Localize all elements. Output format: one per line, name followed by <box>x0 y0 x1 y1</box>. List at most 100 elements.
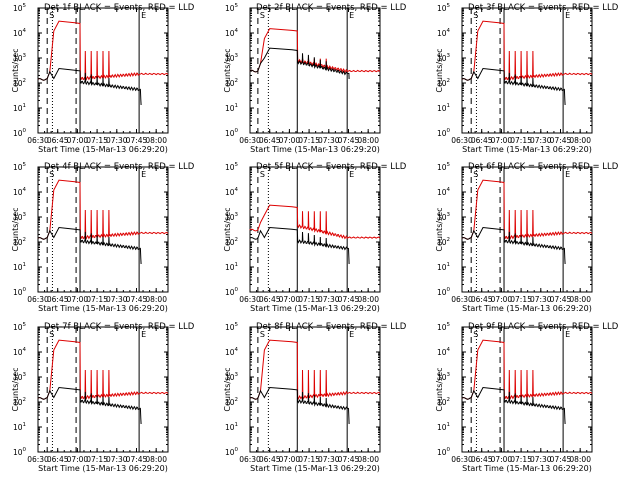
y-tick-label: 105 <box>437 3 451 13</box>
x-tick-label: 07:00 <box>279 295 301 304</box>
events-series-line <box>249 47 350 80</box>
y-tick-base: 10 <box>225 288 235 297</box>
y-tick-label: 101 <box>13 262 26 272</box>
y-tick-base: 10 <box>13 188 23 197</box>
y-tick-base: 10 <box>13 54 23 63</box>
y-tick-label: 100 <box>13 128 27 138</box>
y-tick-exp: 1 <box>23 422 27 428</box>
y-tick-base: 10 <box>437 373 447 382</box>
events-series-line <box>461 226 566 265</box>
y-tick-base: 10 <box>13 348 23 357</box>
y-axis-label: Counts/sec <box>435 367 444 411</box>
y-tick-label: 104 <box>437 187 451 197</box>
x-tick-label: 08:00 <box>145 136 167 145</box>
y-tick-base: 10 <box>437 238 447 247</box>
x-tick-label: 06:45 <box>471 455 493 464</box>
end-marker: E <box>349 11 354 20</box>
x-tick-label: 07:15 <box>86 455 108 464</box>
y-tick-exp: 3 <box>235 53 239 59</box>
y-tick-exp: 0 <box>447 447 451 453</box>
y-tick-base: 10 <box>13 263 23 272</box>
y-tick-base: 10 <box>13 398 23 407</box>
y-tick-base: 10 <box>437 129 447 138</box>
panel-det-2: Det-2f BLACK = Events, RED = LLD10010110… <box>223 3 407 154</box>
y-tick-exp: 3 <box>23 212 27 218</box>
y-axis-label: Counts/sec <box>223 48 232 92</box>
y-tick-exp: 4 <box>23 28 27 34</box>
y-tick-exp: 3 <box>447 212 451 218</box>
lld-series-line <box>461 339 593 400</box>
start-marker: S <box>473 330 478 339</box>
y-tick-base: 10 <box>225 104 235 113</box>
y-tick-exp: 3 <box>235 212 239 218</box>
y-tick-base: 10 <box>13 104 23 113</box>
y-tick-exp: 2 <box>235 78 239 84</box>
y-tick-base: 10 <box>437 398 447 407</box>
y-tick-label: 101 <box>437 103 450 113</box>
x-tick-label: 07:30 <box>106 455 128 464</box>
y-axis-label: Counts/sec <box>435 48 444 92</box>
x-tick-label: 06:45 <box>259 136 281 145</box>
end-marker: E <box>565 330 570 339</box>
y-tick-exp: 1 <box>235 103 239 109</box>
y-tick-base: 10 <box>437 4 447 13</box>
x-axis-label: Start Time (15-Mar-13 06:29:20) <box>38 145 168 154</box>
x-tick-label: 07:00 <box>279 455 301 464</box>
y-tick-base: 10 <box>437 54 447 63</box>
y-axis-label: Counts/sec <box>223 367 232 411</box>
panel-det-6: Det-6f BLACK = Events, RED = LLD10010110… <box>435 162 619 313</box>
y-tick-label: 102 <box>225 237 238 247</box>
x-tick-label: 07:15 <box>298 295 320 304</box>
y-tick-base: 10 <box>437 29 447 38</box>
y-tick-exp: 0 <box>447 128 451 134</box>
lld-series-line <box>461 179 593 240</box>
y-tick-base: 10 <box>225 263 235 272</box>
y-tick-label: 103 <box>13 372 27 382</box>
x-tick-label: 07:45 <box>338 136 360 145</box>
y-tick-label: 105 <box>225 162 239 172</box>
y-tick-label: 100 <box>225 287 239 297</box>
y-tick-label: 104 <box>13 28 27 38</box>
plot-frame <box>461 326 593 453</box>
y-tick-exp: 4 <box>23 187 27 193</box>
y-tick-exp: 2 <box>235 237 239 243</box>
events-series-line <box>37 386 142 425</box>
y-tick-base: 10 <box>225 188 235 197</box>
y-tick-exp: 4 <box>235 28 239 34</box>
end-marker: E <box>565 170 570 179</box>
y-tick-exp: 5 <box>23 322 27 328</box>
y-tick-exp: 0 <box>23 287 27 293</box>
y-tick-base: 10 <box>13 213 23 222</box>
plot-frame <box>461 7 593 134</box>
y-tick-label: 105 <box>13 3 27 13</box>
end-marker: E <box>349 330 354 339</box>
y-tick-label: 105 <box>437 162 451 172</box>
y-tick-base: 10 <box>225 163 235 172</box>
end-marker: E <box>141 330 146 339</box>
end-marker: E <box>141 170 146 179</box>
y-tick-label: 103 <box>225 53 239 63</box>
y-tick-base: 10 <box>437 104 447 113</box>
y-tick-exp: 5 <box>235 162 239 168</box>
y-tick-label: 105 <box>225 322 239 332</box>
y-tick-label: 102 <box>437 397 450 407</box>
start-marker: S <box>49 330 54 339</box>
y-tick-label: 100 <box>437 128 451 138</box>
x-tick-label: 08:00 <box>569 455 591 464</box>
start-marker: S <box>260 330 265 339</box>
x-tick-label: 08:00 <box>357 295 379 304</box>
x-axis-label: Start Time (15-Mar-13 06:29:20) <box>38 304 168 313</box>
x-tick-label: 07:15 <box>510 136 532 145</box>
y-tick-label: 105 <box>13 322 27 332</box>
x-tick-label: 07:00 <box>279 136 301 145</box>
y-tick-base: 10 <box>225 129 235 138</box>
y-tick-base: 10 <box>225 423 235 432</box>
y-axis-label: Counts/sec <box>11 367 20 411</box>
y-tick-label: 103 <box>437 372 451 382</box>
events-series-line <box>37 67 142 106</box>
plot-frame <box>249 7 381 134</box>
y-tick-base: 10 <box>13 323 23 332</box>
y-tick-base: 10 <box>13 448 23 457</box>
y-tick-label: 100 <box>437 287 451 297</box>
x-tick-label: 06:45 <box>471 136 493 145</box>
